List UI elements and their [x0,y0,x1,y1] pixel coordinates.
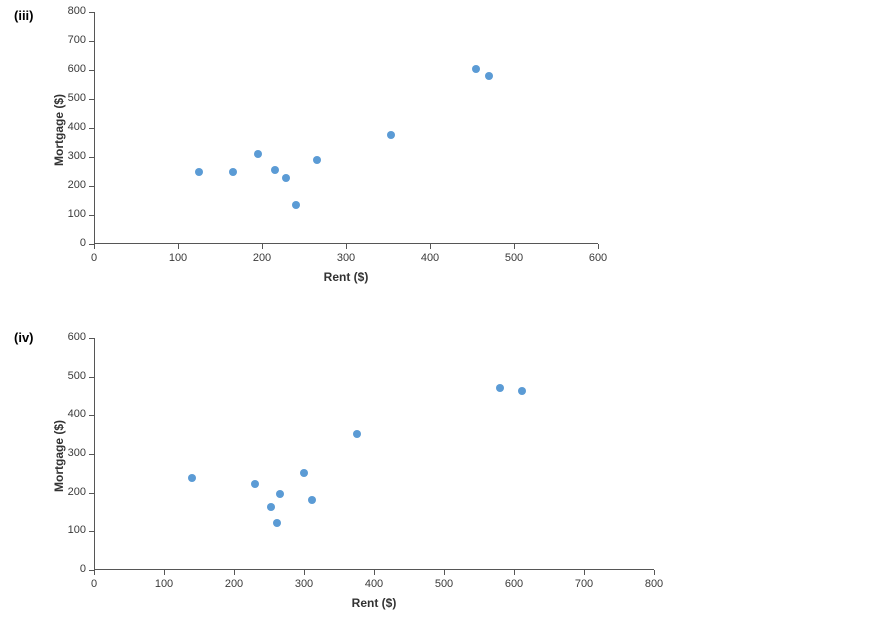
chart-iv-plot-area [94,338,654,570]
chart-iv-xtick-mark [234,570,235,575]
chart-iii-point [485,72,493,80]
chart-iv-xtick-mark [304,570,305,575]
chart-iv-ylabel: Mortgage ($) [52,420,66,492]
chart-iii-xtick-label: 300 [337,252,355,264]
chart-iii-ytick-mark [89,157,94,158]
chart-iii-xlabel: Rent ($) [324,270,369,284]
chart-iv-xtick-mark [94,570,95,575]
chart-iv-point [353,430,361,438]
chart-iv-ytick-label: 0 [58,563,86,575]
chart-iii-point [271,166,279,174]
chart-iii-panel-label: (iii) [14,8,34,23]
chart-iv-xtick-label: 400 [365,578,383,590]
chart-iii-xtick-label: 200 [253,252,271,264]
chart-iii-xtick-label: 100 [169,252,187,264]
chart-iv-xtick-mark [584,570,585,575]
chart-iii-xtick-label: 0 [91,252,97,264]
chart-iv-ytick-mark [89,493,94,494]
chart-iii-ytick-mark [89,70,94,71]
chart-iv-point [518,387,526,395]
chart-iii-xtick-mark [178,244,179,249]
chart-iv-ytick-label: 400 [58,408,86,420]
chart-iii-xtick-mark [514,244,515,249]
chart-iv-xtick-label: 0 [91,578,97,590]
chart-iv-ytick-label: 500 [58,370,86,382]
chart-iii-ytick-mark [89,41,94,42]
chart-iii-ytick-label: 800 [58,5,86,17]
chart-iv-xtick-label: 700 [575,578,593,590]
chart-iii-ytick-label: 200 [58,179,86,191]
chart-iii-ytick-mark [89,215,94,216]
chart-iv-point [300,469,308,477]
chart-iii-xtick-label: 500 [505,252,523,264]
chart-iii-ytick-label: 700 [58,34,86,46]
chart-iii-xtick-label: 400 [421,252,439,264]
chart-iv-xtick-label: 500 [435,578,453,590]
chart-iv-xtick-label: 300 [295,578,313,590]
chart-iii-xtick-mark [94,244,95,249]
chart-iii-ytick-label: 100 [58,208,86,220]
chart-iv-point [267,503,275,511]
chart-iv-xtick-label: 600 [505,578,523,590]
chart-iii-ytick-mark [89,99,94,100]
chart-iii-point [195,168,203,176]
chart-iv-xlabel: Rent ($) [352,596,397,610]
chart-iv-ytick-label: 600 [58,331,86,343]
chart-iii-point [387,131,395,139]
chart-iii-point [229,168,237,176]
chart-iv-xtick-mark [164,570,165,575]
chart-iii-ytick-mark [89,128,94,129]
chart-iii-ytick-mark [89,186,94,187]
chart-iv-ytick-mark [89,377,94,378]
chart-iii-point [282,174,290,182]
chart-iv-xtick-label: 200 [225,578,243,590]
chart-iii-point [472,65,480,73]
chart-iv-ytick-mark [89,531,94,532]
chart-iii-xtick-label: 600 [589,252,607,264]
chart-iv-xtick-mark [514,570,515,575]
chart-iii-point [292,201,300,209]
chart-iv-point [276,490,284,498]
chart-iv-ytick-mark [89,454,94,455]
chart-iii-xtick-mark [262,244,263,249]
chart-iv-point [273,519,281,527]
chart-iv-xtick-mark [374,570,375,575]
chart-iv-xtick-label: 800 [645,578,663,590]
chart-iii-point [254,150,262,158]
chart-iii-xtick-mark [346,244,347,249]
chart-iv-point [308,496,316,504]
chart-iii-point [313,156,321,164]
chart-iv-ytick-label: 100 [58,524,86,536]
chart-iv-ytick-mark [89,415,94,416]
chart-iv-point [251,480,259,488]
chart-iv-ytick-mark [89,338,94,339]
chart-iii-ytick-label: 0 [58,237,86,249]
chart-iii-ytick-label: 600 [58,63,86,75]
chart-iii-ytick-mark [89,12,94,13]
chart-iv-panel-label: (iv) [14,330,34,345]
chart-iv-xtick-mark [444,570,445,575]
chart-iii-plot-area [94,12,598,244]
chart-iii-ylabel: Mortgage ($) [52,94,66,166]
chart-iv-point [188,474,196,482]
chart-iv-xtick-label: 100 [155,578,173,590]
chart-iv-point [496,384,504,392]
chart-iv-xtick-mark [654,570,655,575]
chart-iii-xtick-mark [598,244,599,249]
chart-iii-xtick-mark [430,244,431,249]
